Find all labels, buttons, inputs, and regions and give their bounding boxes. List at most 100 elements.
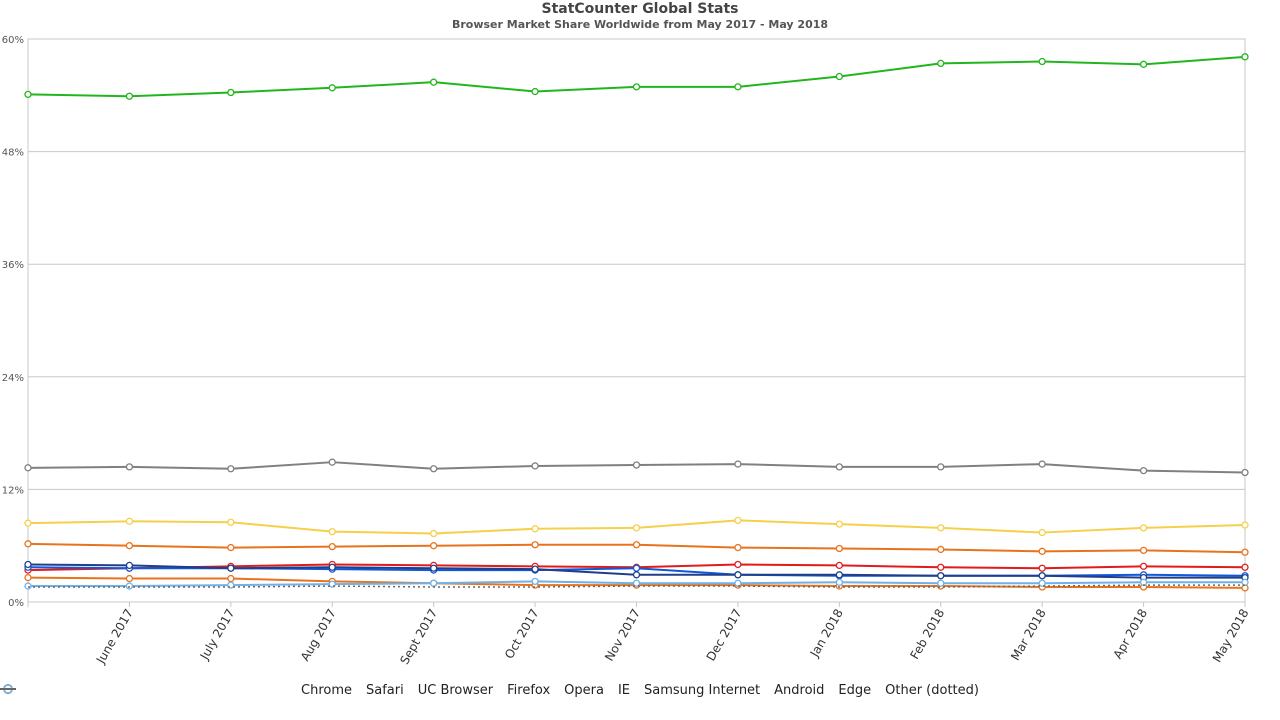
data-point-uc-browser [328,527,336,536]
legend-label: Edge [838,683,872,698]
data-point-samsung-internet [734,571,742,579]
data-point-samsung-internet [937,572,945,580]
legend-label: Chrome [301,683,352,698]
x-tick-label: Jan 2018 [807,607,846,661]
legend-label: Firefox [507,683,551,698]
data-point-firefox [632,541,641,549]
data-point-opera [937,563,945,571]
legend-label: IE [617,683,631,698]
data-point-edge [1241,578,1249,586]
data-point-samsung-internet [430,564,438,572]
data-point-firefox [1038,547,1046,555]
y-tick-label: 0% [8,598,24,609]
legend-label: Safari [366,683,404,698]
data-point-safari [430,465,438,473]
legend-label: Other (dotted) [885,683,979,698]
data-point-firefox [430,542,438,550]
data-point-safari [1241,468,1249,477]
data-point-uc-browser [125,517,134,525]
data-point-uc-browser [227,518,235,526]
data-point-safari [531,462,539,470]
data-point-samsung-internet [328,563,336,571]
data-point-ie [632,564,641,572]
x-tick-label: Apr 2018 [1110,607,1150,662]
data-point-safari [328,458,336,466]
legend-swatch [0,688,16,690]
data-point-opera [1038,564,1046,572]
y-tick-label: 60% [2,35,24,46]
data-point-firefox [1139,546,1148,555]
legend-item-android[interactable]: Android [0,683,825,698]
y-tick-label: 24% [2,373,24,384]
data-point-chrome [24,90,32,99]
data-point-samsung-internet [24,560,32,569]
data-point-uc-browser [632,524,641,532]
data-point-samsung-internet [1038,572,1046,580]
data-point-safari [734,460,742,468]
data-point-edge [1038,579,1046,587]
legend-item-uc-browser[interactable]: UC Browser [0,683,493,698]
x-tick-label: Oct 2017 [502,607,542,662]
data-point-uc-browser [937,524,945,532]
data-point-samsung-internet [632,571,641,579]
data-point-edge [835,578,843,586]
legend-item-other-dotted[interactable]: Other (dotted) [0,683,979,698]
data-point-chrome [1241,53,1249,61]
data-point-samsung-internet [531,565,539,573]
data-point-chrome [632,83,641,91]
data-point-edge [734,579,742,587]
x-tick-label: Nov 2017 [602,607,643,664]
x-tick-label: Mar 2018 [1008,607,1049,663]
data-point-uc-browser [1038,528,1046,537]
data-point-firefox [328,542,336,551]
data-point-safari [1139,466,1148,475]
data-point-edge [531,577,539,586]
data-point-chrome [937,59,945,68]
y-tick-label: 36% [2,260,24,271]
data-point-safari [125,463,134,471]
legend-item-ie[interactable]: IE [0,683,631,698]
data-point-uc-browser [835,520,843,528]
data-point-uc-browser [1241,521,1249,529]
legend-label: Opera [564,683,604,698]
data-point-uc-browser [430,529,438,538]
data-point-safari [835,463,843,471]
x-tick-label: Aug 2017 [298,607,339,664]
data-point-samsung-internet [835,571,843,579]
data-point-edge [125,582,134,590]
x-tick-label: Feb 2018 [907,607,947,662]
y-tick-label: 12% [2,485,24,496]
x-tick-label: Sept 2017 [397,607,440,667]
data-point-samsung-internet [125,561,134,570]
legend-item-samsung-internet[interactable]: Samsung Internet [0,683,761,698]
data-point-opera [1139,562,1148,570]
data-point-safari [1038,460,1046,468]
data-point-chrome [328,84,336,92]
legend-label: Samsung Internet [644,683,761,698]
legend-item-firefox[interactable]: Firefox [0,683,551,698]
data-point-chrome [430,78,438,86]
chart-title: StatCounter Global Stats [541,1,739,17]
data-point-firefox [24,540,32,548]
legend-item-edge[interactable]: Edge [0,683,872,698]
chart-legend: Chrome Safari UC Browser Firefox Opera IE Sams… [0,683,1280,698]
legend-label: Android [774,683,825,698]
data-point-uc-browser [24,519,32,527]
data-point-android [227,574,235,583]
data-point-chrome [1038,57,1046,66]
legend-item-opera[interactable]: Opera [0,683,604,698]
y-tick-label: 48% [2,148,24,159]
data-point-firefox [1241,548,1249,556]
legend-item-safari[interactable]: Safari [0,683,404,698]
data-point-firefox [835,544,843,553]
legend-item-chrome[interactable]: Chrome [0,683,352,698]
data-point-opera [734,560,742,569]
data-point-android [125,574,134,583]
data-point-edge [430,579,438,587]
data-point-firefox [531,541,539,549]
data-point-uc-browser [1139,524,1148,532]
data-point-chrome [531,87,539,96]
x-tick-label: July 2017 [197,607,238,663]
data-point-firefox [227,543,235,552]
